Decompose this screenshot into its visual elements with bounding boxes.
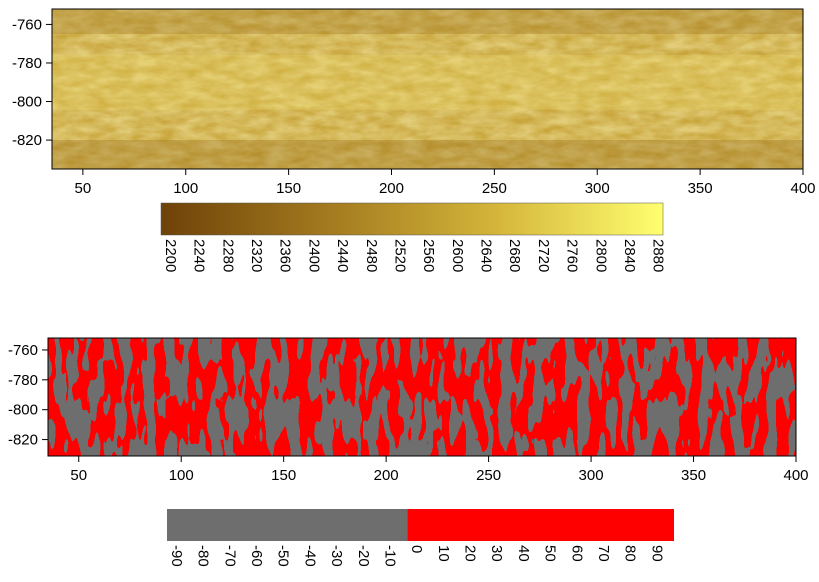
colorbar-1-ticks: 2200 2240 2280 2320 2360 2400 2440 2480 2520 2560… xyxy=(162,239,667,272)
heatmap-1: 50 100 150 200 250 300 350 400 -760 -780 -800 -820 xyxy=(12,8,816,197)
colorbar-1: 2200 2240 2280 2320 2360 2400 2440 2480 2520 2560… xyxy=(160,202,667,272)
chart-2-x-tick-label-1: 100 xyxy=(169,467,194,484)
colorbar-1-tick-label-4: 2360 xyxy=(277,239,294,272)
colorbar-2-tick-label-0: -90 xyxy=(168,545,185,567)
colorbar-2-tick-label-2: -70 xyxy=(221,545,238,567)
colorbar-1-tick-label-11: 2640 xyxy=(478,239,495,272)
heatmap-1-light-band xyxy=(52,55,803,110)
chart-1-x-tick-label-4: 250 xyxy=(482,180,507,197)
colorbar-2-tick-label-3: -60 xyxy=(248,545,265,567)
chart-2-y-tick-label-3: -820 xyxy=(8,432,38,449)
colorbar-1-tick-label-10: 2600 xyxy=(449,239,466,272)
chart-1-y-tick-label-2: -800 xyxy=(12,94,42,111)
colorbar-1-tick-label-0: 2200 xyxy=(162,239,179,272)
colorbar-2-tick-label-7: -20 xyxy=(355,545,372,567)
colorbar-1-tick-label-9: 2560 xyxy=(420,239,437,272)
colorbar-1-tick-label-8: 2520 xyxy=(391,239,408,272)
chart-1-x-tick-label-5: 300 xyxy=(585,180,610,197)
colorbar-1-tick-label-1: 2240 xyxy=(191,239,208,272)
heatmap-1-axes: 50 100 150 200 250 300 350 400 -760 -780 -800 -820 xyxy=(12,16,816,197)
chart-1-x-tick-label-3: 200 xyxy=(379,180,404,197)
colorbar-2: -90 -80 -70 -60 -50 -40 -30 -20 -10 0 10 20 30 40 50 60… xyxy=(167,509,674,567)
colorbar-2-negative xyxy=(167,509,408,541)
colorbar-2-tick-label-9: 0 xyxy=(408,545,425,553)
chart-1-x-tick-label-7: 400 xyxy=(790,180,815,197)
colorbar-2-ticks: -90 -80 -70 -60 -50 -40 -30 -20 -10 0 10 20 30 40 50 60… xyxy=(168,545,665,567)
chart-1-x-tick-label-0: 50 xyxy=(75,180,92,197)
colorbar-1-tick-label-3: 2320 xyxy=(248,239,265,272)
colorbar-1-tick-label-5: 2400 xyxy=(305,239,322,272)
chart-1-x-tick-label-1: 100 xyxy=(173,180,198,197)
chart-2-x-tick-label-7: 400 xyxy=(783,467,808,484)
chart-1-y-tick-label-0: -760 xyxy=(12,16,42,33)
colorbar-2-tick-label-4: -50 xyxy=(275,545,292,567)
colorbar-2-tick-label-1: -80 xyxy=(195,545,212,567)
colorbar-2-tick-label-14: 50 xyxy=(542,545,559,562)
chart-2-x-tick-label-5: 300 xyxy=(579,467,604,484)
heatmap-2-axes: 50 100 150 200 250 300 350 400 -760 -780 -800 -820 xyxy=(8,342,809,484)
colorbar-2-positive xyxy=(407,509,674,541)
heatmap-1-dark-band-top xyxy=(52,9,803,34)
heatmap-1-texture xyxy=(52,9,803,169)
chart-1-x-tick-label-2: 150 xyxy=(276,180,301,197)
heatmap-2-pattern xyxy=(48,338,796,456)
colorbar-1-bar xyxy=(160,202,664,236)
chart-2-x-tick-label-2: 150 xyxy=(271,467,296,484)
chart-2-y-tick-label-1: -780 xyxy=(8,372,38,389)
chart-1-y-tick-label-1: -780 xyxy=(12,55,42,72)
colorbar-2-tick-label-10: 10 xyxy=(435,545,452,562)
colorbar-2-tick-label-6: -30 xyxy=(328,545,345,567)
chart-1-x-tick-label-6: 350 xyxy=(688,180,713,197)
chart-2-x-tick-label-3: 200 xyxy=(374,467,399,484)
colorbar-1-tick-label-7: 2480 xyxy=(363,239,380,272)
chart-2-x-tick-label-0: 50 xyxy=(70,467,87,484)
heatmap-2-frame xyxy=(47,337,797,457)
chart-2-x-tick-label-4: 250 xyxy=(476,467,501,484)
colorbar-2-tick-label-12: 30 xyxy=(488,545,505,562)
chart-2-y-tick-label-2: -800 xyxy=(8,402,38,419)
heatmap-1-frame xyxy=(51,8,804,170)
colorbar-2-tick-label-16: 70 xyxy=(595,545,612,562)
colorbar-2-tick-label-13: 40 xyxy=(515,545,532,562)
colorbar-2-tick-label-5: -40 xyxy=(301,545,318,567)
colorbar-2-tick-label-18: 90 xyxy=(648,545,665,562)
heatmap-2: 50 100 150 200 250 300 350 400 -760 -780 -800 -820 xyxy=(8,337,809,484)
colorbar-1-tick-label-13: 2720 xyxy=(535,239,552,272)
colorbar-1-tick-label-15: 2800 xyxy=(592,239,609,272)
chart-2-x-tick-label-6: 350 xyxy=(681,467,706,484)
colorbar-2-tick-label-11: 20 xyxy=(462,545,479,562)
colorbar-1-tick-label-14: 2760 xyxy=(564,239,581,272)
colorbar-2-tick-label-17: 80 xyxy=(622,545,639,562)
colorbar-1-tick-label-12: 2680 xyxy=(506,239,523,272)
heatmap-1-dark-band-bottom xyxy=(52,140,803,169)
colorbar-2-tick-label-15: 60 xyxy=(568,545,585,562)
colorbar-1-tick-label-17: 2880 xyxy=(650,239,667,272)
colorbar-1-tick-label-2: 2280 xyxy=(219,239,236,272)
chart-1-y-tick-label-3: -820 xyxy=(12,132,42,149)
chart-2-y-tick-label-0: -760 xyxy=(8,342,38,359)
colorbar-2-tick-label-8: -10 xyxy=(381,545,398,567)
colorbar-1-tick-label-16: 2840 xyxy=(621,239,638,272)
colorbar-1-tick-label-6: 2440 xyxy=(334,239,351,272)
